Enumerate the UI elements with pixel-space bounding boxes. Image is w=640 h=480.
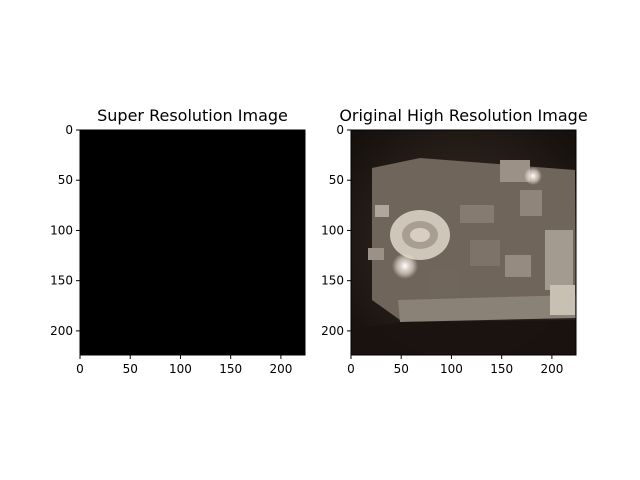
x-tick-label: 50: [123, 362, 138, 376]
original-image-panel: Original High Resolution Image: [321, 106, 588, 376]
x-tick-label: 200: [540, 362, 563, 376]
axes-frame: [350, 129, 577, 356]
x-tick-label: 0: [76, 362, 84, 376]
axes-frame: [79, 129, 306, 356]
y-tick-label: 100: [321, 223, 344, 237]
axis-ticks: 0 50 100 150 200 0 50 100 150 200: [321, 123, 563, 376]
x-tick-label: 150: [219, 362, 242, 376]
y-tick-label: 100: [50, 223, 73, 237]
y-tick-label: 0: [336, 123, 344, 137]
axis-ticks: 0 50 100 150 200 0 50 100 150 200: [50, 123, 292, 376]
super-resolution-image: [80, 130, 305, 355]
x-tick-label: 100: [440, 362, 463, 376]
x-tick-label: 0: [347, 362, 355, 376]
panel-title: Super Resolution Image: [97, 106, 288, 125]
x-tick-label: 200: [269, 362, 292, 376]
super-resolution-panel: Super Resolution Image 0 50 100 150 200 0 50 10…: [50, 106, 306, 376]
x-tick-label: 100: [169, 362, 192, 376]
y-tick-label: 200: [50, 324, 73, 338]
y-tick-label: 0: [65, 123, 73, 137]
x-tick-label: 50: [394, 362, 409, 376]
original-high-resolution-image: [351, 130, 576, 355]
y-tick-label: 150: [50, 274, 73, 288]
x-tick-label: 150: [490, 362, 513, 376]
y-tick-label: 50: [58, 173, 73, 187]
y-tick-label: 150: [321, 274, 344, 288]
y-tick-label: 200: [321, 324, 344, 338]
panel-title: Original High Resolution Image: [339, 106, 587, 125]
y-tick-label: 50: [329, 173, 344, 187]
